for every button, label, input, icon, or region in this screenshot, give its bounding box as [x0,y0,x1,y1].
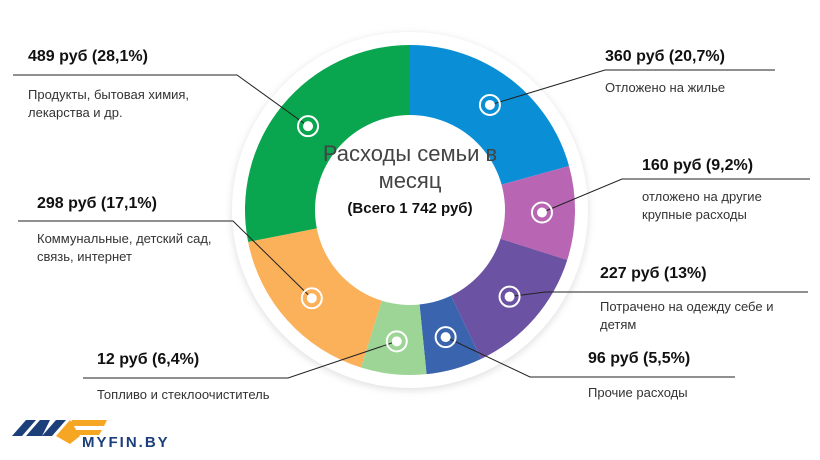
slice-marker [300,287,323,310]
slice-marker [303,121,314,132]
logo-text: MYFIN.BY [82,434,170,451]
slice-value-label: 160 руб (9,2%) [642,157,754,174]
chart-center: Расходы семьи в месяц (Всего 1 742 руб) [320,140,500,217]
slice-marker [306,293,317,304]
slice-marker [297,115,320,138]
slice-marker [391,336,402,347]
slice-label: Потрачено на одежду себе и детям [600,299,774,332]
slice-label: Отложено на жилье [605,80,726,95]
slice-label: отложено на другие крупные расходы [642,189,762,222]
chart-title: Расходы семьи в месяц [322,141,498,193]
slice-marker [536,207,547,218]
slice-marker [440,332,451,343]
slice-label: Прочие расходы [588,385,688,400]
leader-line [509,291,808,298]
slice-marker [530,201,553,224]
leader-line [541,178,810,213]
leader-line [83,340,397,379]
logo-mark [12,420,107,444]
slice-value-label: 227 руб (13%) [600,265,707,282]
leader-line [445,336,735,378]
slice-marker [434,326,457,349]
slice-marker [478,93,501,116]
leader-line [13,74,309,127]
leader-line [489,69,775,106]
slice-marker [498,285,521,308]
myfin-logo[interactable]: MYFIN.BY [12,410,172,455]
slice-value-label: 96 руб (5,5%) [588,350,691,367]
slice-value-label: 12 руб (6,4%) [97,351,200,368]
chart-total: (Всего 1 742 руб) [347,200,473,217]
slice-value-label: 489 руб (28,1%) [28,48,148,65]
slice-value-label: 360 руб (20,7%) [605,48,725,65]
slice-label: Топливо и стеклоочиститель [97,387,270,402]
slice-label: Коммунальные, детский сад, связь, интерн… [37,231,212,264]
slice-marker [484,99,495,110]
slice-value-label: 298 руб (17,1%) [37,195,157,212]
leader-line [18,220,313,299]
inner-circle [315,115,505,305]
slice-marker [385,330,408,353]
slice-marker [504,291,515,302]
slice-label: Продукты, бытовая химия, лекарства и др. [28,87,190,120]
